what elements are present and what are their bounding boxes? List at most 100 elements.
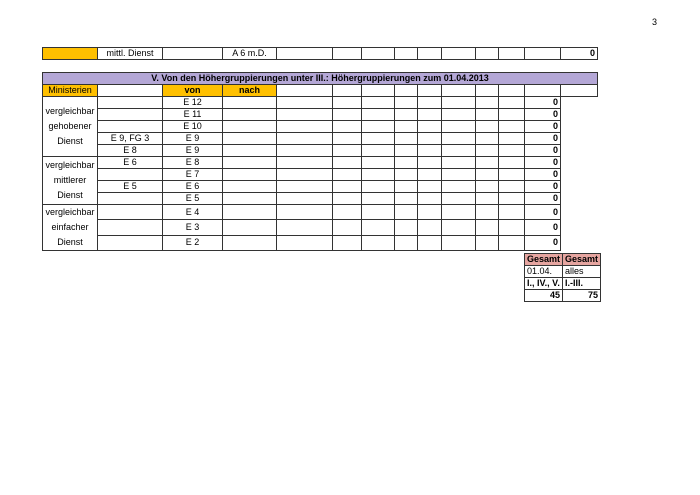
von-cell bbox=[97, 234, 163, 252]
total-cell: 0 bbox=[524, 108, 561, 121]
table-row: E 2 0 bbox=[43, 234, 598, 252]
cell bbox=[332, 203, 362, 221]
cell bbox=[361, 168, 395, 181]
cell bbox=[394, 144, 418, 157]
cell bbox=[394, 180, 418, 193]
nach-cell: A 6 m.D. bbox=[222, 47, 277, 60]
cell bbox=[276, 156, 333, 169]
cell bbox=[417, 96, 442, 109]
cell bbox=[441, 203, 476, 221]
cell bbox=[276, 234, 333, 252]
cell bbox=[498, 96, 525, 109]
cell bbox=[222, 168, 277, 181]
von-cell bbox=[97, 96, 163, 109]
cell bbox=[475, 120, 499, 133]
cell bbox=[394, 234, 418, 252]
cell bbox=[498, 203, 525, 221]
nach-cell: E 7 bbox=[162, 168, 223, 181]
von-cell: E 5 bbox=[97, 180, 163, 193]
nach-cell: E 10 bbox=[162, 120, 223, 133]
cell bbox=[361, 219, 395, 236]
cell bbox=[222, 234, 277, 252]
group-label: vergleichbar mittlerer Dienst bbox=[42, 156, 98, 205]
cell bbox=[475, 156, 499, 169]
cell bbox=[475, 234, 499, 252]
total-cell: 0 bbox=[524, 234, 561, 252]
cell bbox=[394, 120, 418, 133]
nach-cell: E 9 bbox=[162, 132, 223, 145]
summary-table: Gesamt Gesamt 01.04. alles I., IV., V. I.-I… bbox=[523, 253, 602, 302]
cell bbox=[276, 203, 333, 221]
nach-cell: E 2 bbox=[162, 234, 223, 252]
table-row: vergleichbar einfacher Dienst E 4 0 bbox=[42, 203, 598, 251]
cell bbox=[332, 144, 362, 157]
von-cell bbox=[97, 168, 163, 181]
cell bbox=[498, 156, 525, 169]
cell bbox=[222, 120, 277, 133]
cell bbox=[441, 108, 476, 121]
cell bbox=[498, 168, 525, 181]
total-cell: 0 bbox=[524, 132, 561, 145]
total-cell: 0 bbox=[524, 203, 561, 221]
cell bbox=[361, 144, 395, 157]
cell bbox=[332, 219, 362, 236]
total-cell: 0 bbox=[524, 120, 561, 133]
cell bbox=[222, 132, 277, 145]
summary-cell: I.-III. bbox=[562, 277, 602, 290]
summary-header: Gesamt bbox=[562, 253, 602, 266]
cell bbox=[475, 108, 499, 121]
cell bbox=[162, 47, 223, 60]
group-label: vergleichbar gehobener Dienst bbox=[42, 96, 98, 157]
cell bbox=[417, 180, 442, 193]
section-title: V. Von den Höhergruppierungen unter III.… bbox=[42, 72, 598, 85]
cell bbox=[417, 192, 442, 205]
cell bbox=[222, 180, 277, 193]
total-cell: 0 bbox=[524, 180, 561, 193]
cell bbox=[417, 168, 442, 181]
nach-header: nach bbox=[222, 84, 277, 97]
cell bbox=[361, 156, 395, 169]
summary-cell: I., IV., V. bbox=[523, 277, 564, 290]
cell bbox=[498, 132, 525, 145]
table-row: mittl. Dienst A 6 m.D. 0 bbox=[42, 47, 598, 60]
cell bbox=[498, 144, 525, 157]
cell bbox=[475, 192, 499, 205]
cell bbox=[417, 203, 442, 221]
cell bbox=[332, 180, 362, 193]
summary-value: 45 bbox=[523, 289, 564, 302]
cell bbox=[441, 234, 476, 252]
von-cell bbox=[97, 203, 163, 221]
table-row: E 10 0 bbox=[43, 120, 598, 133]
cell bbox=[394, 156, 418, 169]
cell bbox=[475, 132, 499, 145]
org-label: Ministerien bbox=[42, 84, 98, 97]
cell bbox=[222, 203, 277, 221]
cell bbox=[394, 132, 418, 145]
cell bbox=[441, 120, 476, 133]
cell bbox=[475, 96, 499, 109]
nach-cell: E 11 bbox=[162, 108, 223, 121]
cell bbox=[475, 144, 499, 157]
nach-cell: E 5 bbox=[162, 192, 223, 205]
von-cell: E 8 bbox=[97, 144, 163, 157]
nach-cell: E 8 bbox=[162, 156, 223, 169]
total-cell: 0 bbox=[524, 219, 561, 236]
cell bbox=[361, 192, 395, 205]
cell bbox=[394, 219, 418, 236]
table-row: vergleichbar gehobener Dienst E 12 0 bbox=[42, 96, 598, 157]
summary-cell: 01.04. bbox=[523, 265, 564, 278]
cell bbox=[498, 192, 525, 205]
cell bbox=[332, 96, 362, 109]
group-label: vergleichbar einfacher Dienst bbox=[42, 204, 98, 251]
cell bbox=[222, 144, 277, 157]
table-row: E 7 0 bbox=[43, 168, 598, 181]
von-cell bbox=[97, 120, 163, 133]
cell bbox=[394, 96, 418, 109]
cell bbox=[332, 108, 362, 121]
cell bbox=[332, 192, 362, 205]
cell bbox=[332, 234, 362, 252]
